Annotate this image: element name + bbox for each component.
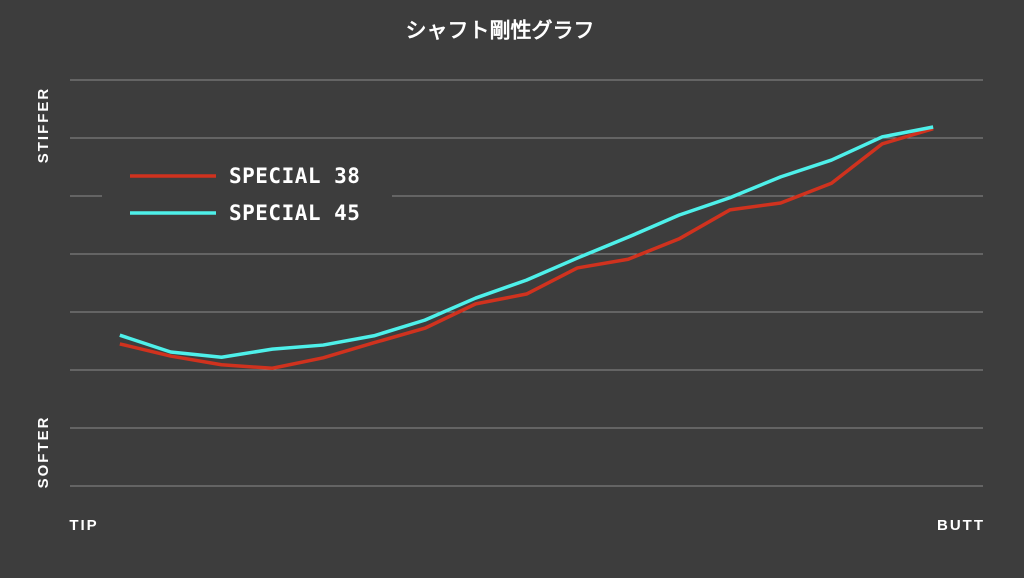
x-end-label: BUTT [937,517,985,534]
data-line [119,125,934,359]
chart-title: シャフト剛性グラフ [406,19,595,43]
y-top-label: STIFFER [35,87,52,164]
data-line [119,127,934,371]
y-bottom-label: SOFTER [35,416,52,489]
legend-label: SPECIAL 45 [229,201,360,225]
x-start-label: TIP [69,517,98,534]
legend-label: SPECIAL 38 [229,164,360,188]
legend-box [102,158,392,232]
